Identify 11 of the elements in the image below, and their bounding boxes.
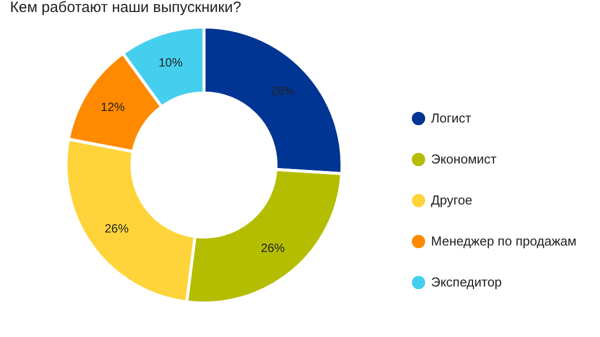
data-label: 26%	[270, 84, 296, 98]
chart-title: Кем работают наши выпускники?	[10, 0, 242, 16]
legend-label: Менеджер по продажам	[431, 234, 577, 248]
legend-label: Экономист	[431, 152, 497, 166]
data-label: 26%	[104, 221, 129, 236]
legend-label: Другое	[431, 192, 472, 208]
legend-label: Экспедитор	[431, 274, 502, 290]
legend-label: Логист	[431, 110, 472, 126]
data-label: 26%	[260, 241, 286, 256]
data-label: 10%	[158, 55, 183, 70]
data-label: 12%	[100, 100, 126, 114]
